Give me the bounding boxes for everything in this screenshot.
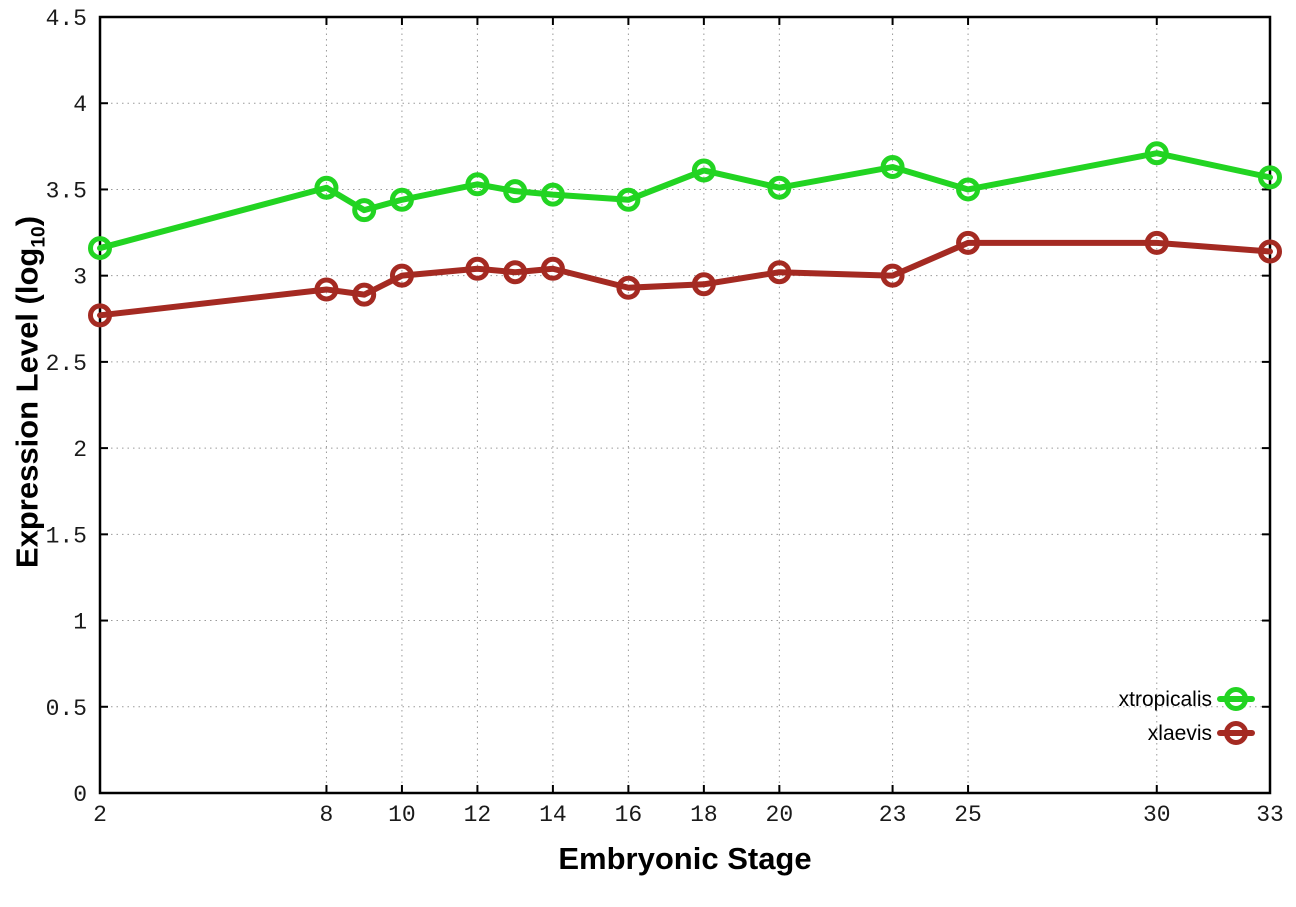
- data-point-xlaevis: [1144, 230, 1169, 255]
- data-point-xlaevis: [616, 275, 641, 300]
- data-point-xtropicalis: [1144, 141, 1169, 166]
- x-tick-label: 2: [93, 802, 107, 828]
- data-point-xtropicalis: [1258, 165, 1282, 190]
- data-point-xlaevis: [880, 263, 905, 288]
- y-tick-label: 4: [73, 92, 87, 118]
- y-tick-label: 2: [73, 437, 87, 463]
- data-point-xlaevis: [352, 282, 377, 307]
- data-point-xtropicalis: [389, 187, 414, 212]
- data-point-xlaevis: [691, 272, 716, 297]
- plot-border: [98, 15, 1272, 795]
- data-point-xtropicalis: [314, 175, 339, 200]
- x-tick-label: 16: [615, 802, 643, 828]
- x-tick-label: 23: [879, 802, 907, 828]
- y-axis-label-close: ): [9, 215, 45, 227]
- y-tick-label: 0: [73, 782, 87, 808]
- y-tick-label: 2.5: [46, 351, 87, 377]
- legend-label-xlaevis: xlaevis: [1148, 722, 1212, 745]
- x-tick-label: 25: [954, 802, 982, 828]
- x-tick-label: 14: [539, 802, 567, 828]
- legend-marker-xtropicalis: [1224, 687, 1248, 711]
- x-tick-label: 30: [1143, 802, 1171, 828]
- data-point-xlaevis: [540, 256, 565, 281]
- data-point-xtropicalis: [540, 182, 565, 207]
- y-tick-label: 1.5: [46, 523, 87, 549]
- data-point-xtropicalis: [88, 236, 112, 261]
- data-point-xlaevis: [314, 277, 339, 302]
- data-point-xtropicalis: [465, 172, 490, 197]
- data-point-xtropicalis: [616, 187, 641, 212]
- legend-label-xtropicalis: xtropicalis: [1119, 688, 1212, 711]
- y-axis-label-subscript: 10: [28, 226, 50, 248]
- y-tick-label: 0.5: [46, 696, 87, 722]
- y-tick-label: 3.5: [46, 178, 87, 204]
- data-point-xtropicalis: [352, 198, 377, 223]
- legend-entry-xlaevis: xlaevis: [1148, 721, 1255, 745]
- x-tick-label: 33: [1256, 802, 1284, 828]
- x-tick-label: 10: [388, 802, 416, 828]
- legend-marker-xlaevis: [1224, 721, 1248, 745]
- data-point-xtropicalis: [956, 177, 981, 202]
- data-point-xlaevis: [88, 303, 112, 328]
- data-point-xlaevis: [767, 260, 792, 285]
- data-point-xlaevis: [389, 263, 414, 288]
- legend-entry-xtropicalis: xtropicalis: [1119, 687, 1255, 711]
- data-point-xlaevis: [956, 230, 981, 255]
- series-line-xlaevis: [97, 239, 1273, 319]
- x-tick-label: 20: [766, 802, 794, 828]
- data-point-xtropicalis: [691, 158, 716, 183]
- y-tick-label: 1: [73, 610, 87, 636]
- data-point-xlaevis: [465, 256, 490, 281]
- data-point-xlaevis: [503, 260, 528, 285]
- y-axis-label: Expression Level (log10): [9, 216, 50, 568]
- legend: xtropicalis xlaevis: [1119, 687, 1255, 745]
- x-tick-label: 18: [690, 802, 718, 828]
- x-tick-label: 12: [464, 802, 492, 828]
- x-axis-label: Embryonic Stage: [558, 841, 812, 876]
- data-point-xtropicalis: [880, 155, 905, 180]
- x-tick-label: 8: [320, 802, 334, 828]
- data-point-xtropicalis: [767, 175, 792, 200]
- data-point-xtropicalis: [503, 179, 528, 204]
- y-axis-label-text: Expression Level (log: [9, 247, 45, 569]
- y-tick-label: 3: [73, 265, 87, 291]
- y-tick-label: 4.5: [46, 6, 87, 32]
- series-line-xtropicalis: [97, 150, 1273, 252]
- data-point-xlaevis: [1258, 239, 1282, 264]
